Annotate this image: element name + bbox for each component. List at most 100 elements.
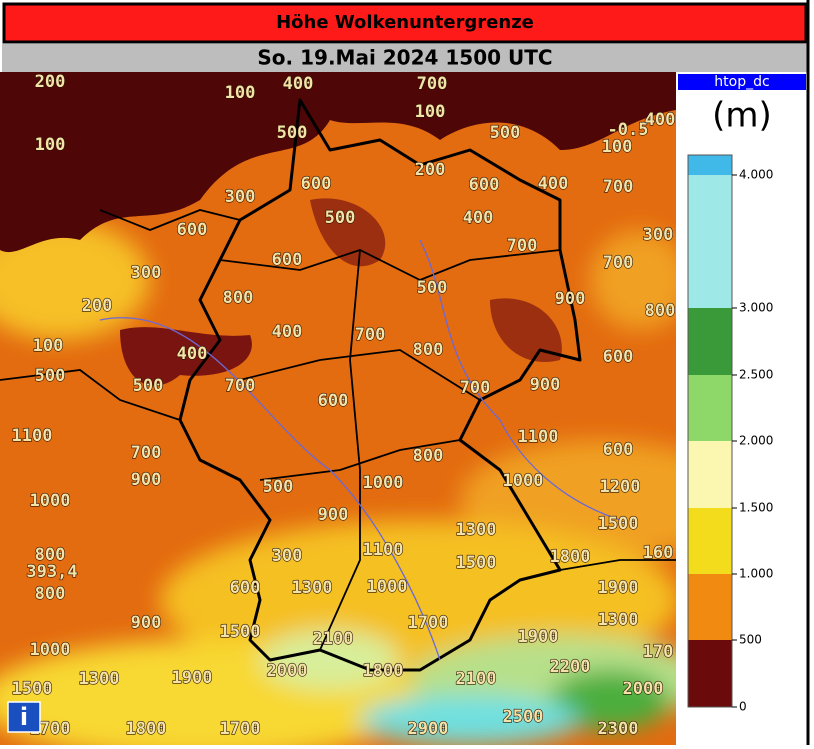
colorbar-tick-label: 1.500 xyxy=(739,501,773,515)
map-value-label: 1100 xyxy=(363,540,404,560)
info-icon-letter[interactable]: i xyxy=(20,703,28,731)
map-value-label: 500 xyxy=(277,123,308,143)
map-value-label: 1500 xyxy=(598,514,639,534)
map-value-label: 600 xyxy=(230,578,261,598)
map-value-label: 800 xyxy=(223,288,254,308)
map-value-label: 700 xyxy=(131,443,162,463)
map-value-label: 1800 xyxy=(550,547,591,567)
map-value-label: 1000 xyxy=(503,471,544,491)
map-value-label: 600 xyxy=(301,174,332,194)
map-value-label: 1100 xyxy=(12,426,53,446)
map-value-label: 700 xyxy=(460,378,491,398)
map-value-label: 100 xyxy=(35,135,66,155)
low-cloud-region xyxy=(310,198,562,362)
map-value-label: 900 xyxy=(555,289,586,309)
map-value-label: 1200 xyxy=(600,477,641,497)
map-value-label: 100 xyxy=(225,83,256,103)
map-value-label: 2300 xyxy=(598,719,639,739)
map-value-label: 500 xyxy=(325,208,356,228)
map-value-label: 1000 xyxy=(30,640,71,660)
map-value-label: 400 xyxy=(645,110,676,130)
map-value-label: 200 xyxy=(35,72,66,92)
state-border xyxy=(0,209,676,651)
map-value-label: 1500 xyxy=(12,679,53,699)
map-value-label: 2100 xyxy=(456,669,497,689)
map-value-label: 100 xyxy=(415,102,446,122)
map-value-label: 400 xyxy=(538,174,569,194)
map-value-label: 300 xyxy=(225,187,256,207)
map-value-label: 2200 xyxy=(550,657,591,677)
map-value-label: 400 xyxy=(177,344,208,364)
map-value-label: 1500 xyxy=(220,622,261,642)
map-value-label: 700 xyxy=(507,236,538,256)
map-value-label: 600 xyxy=(603,347,634,367)
map-value-label: 2500 xyxy=(503,707,544,727)
map-value-label: 900 xyxy=(131,613,162,633)
map-value-label: 400 xyxy=(283,74,314,94)
map-value-label: 700 xyxy=(603,177,634,197)
map-value-label: 1900 xyxy=(172,668,213,688)
map-value-label: 600 xyxy=(603,440,634,460)
map-value-label: 160 xyxy=(643,543,674,563)
colorbar: 4.000 3.000 2.500 2.000 1.500 1.000 500 0 xyxy=(687,154,773,714)
map-value-label: 1700 xyxy=(220,719,261,739)
map-value-label: 800 xyxy=(413,340,444,360)
low-cloud-region xyxy=(0,72,676,253)
map-value-label: 2000 xyxy=(267,661,308,681)
map-value-label: 1700 xyxy=(408,613,449,633)
map-value-label: 300 xyxy=(272,546,303,566)
colorbar-tick-label: 500 xyxy=(739,633,762,647)
map-value-label: 800 xyxy=(645,301,676,321)
map-value-label: 1300 xyxy=(456,520,497,540)
colorbar-tick-label: 3.000 xyxy=(739,301,773,315)
map-value-label: 1100 xyxy=(518,427,559,447)
map-value-label: 900 xyxy=(318,505,349,525)
map-value-label: 800 xyxy=(35,584,66,604)
map-value-label: 1900 xyxy=(598,578,639,598)
map-value-label: 800 xyxy=(413,446,444,466)
map-value-label: 2100 xyxy=(313,629,354,649)
map-value-label: -0.5 xyxy=(608,120,649,140)
map-value-label: 200 xyxy=(415,160,446,180)
subtitle-bar xyxy=(2,44,808,72)
info-icon[interactable] xyxy=(7,701,41,733)
subtitle: So. 19.Mai 2024 1500 UTC xyxy=(257,46,552,70)
map-value-label: 100 xyxy=(33,336,64,356)
map-value-label: 800 xyxy=(35,545,66,565)
map-value-label: 300 xyxy=(643,225,674,245)
title-bar xyxy=(2,2,808,44)
colorbar-tick-label: 1.000 xyxy=(739,567,773,581)
map-value-label: 170 xyxy=(643,642,674,662)
country-border xyxy=(178,98,582,672)
map-value-label: 900 xyxy=(530,375,561,395)
map-value-label: 500 xyxy=(417,278,448,298)
colorbar-tick-label: 2.000 xyxy=(739,434,773,448)
map-value-label: 600 xyxy=(469,175,500,195)
map-value-label: 600 xyxy=(272,250,303,270)
map-value-label: 500 xyxy=(490,123,521,143)
map-value-label: 2900 xyxy=(408,719,449,739)
map-value-label: 1300 xyxy=(598,610,639,630)
map-value-label: 700 xyxy=(355,325,386,345)
map-value-label: 400 xyxy=(272,322,303,342)
legend-header xyxy=(678,74,806,90)
map-value-label: 600 xyxy=(177,220,208,240)
colorbar-tick-label: 0 xyxy=(739,700,747,714)
map-value-label: 1500 xyxy=(456,553,497,573)
map-value-label: 393,4 xyxy=(26,562,77,582)
map-value-label: 200 xyxy=(82,296,113,316)
cloud-field xyxy=(0,220,676,745)
map-value-label: 700 xyxy=(417,74,448,94)
map-value-label: 700 xyxy=(603,253,634,273)
map-value-label: 500 xyxy=(263,477,294,497)
map-value-label: 400 xyxy=(463,208,494,228)
colorbar-tick-label: 4.000 xyxy=(739,168,773,182)
colorbar-tick-label: 2.500 xyxy=(739,368,773,382)
map-value-label: 1300 xyxy=(292,578,333,598)
map-value-label: 100 xyxy=(602,137,633,157)
map-value-label: 1000 xyxy=(30,491,71,511)
map-value-label: 600 xyxy=(318,391,349,411)
